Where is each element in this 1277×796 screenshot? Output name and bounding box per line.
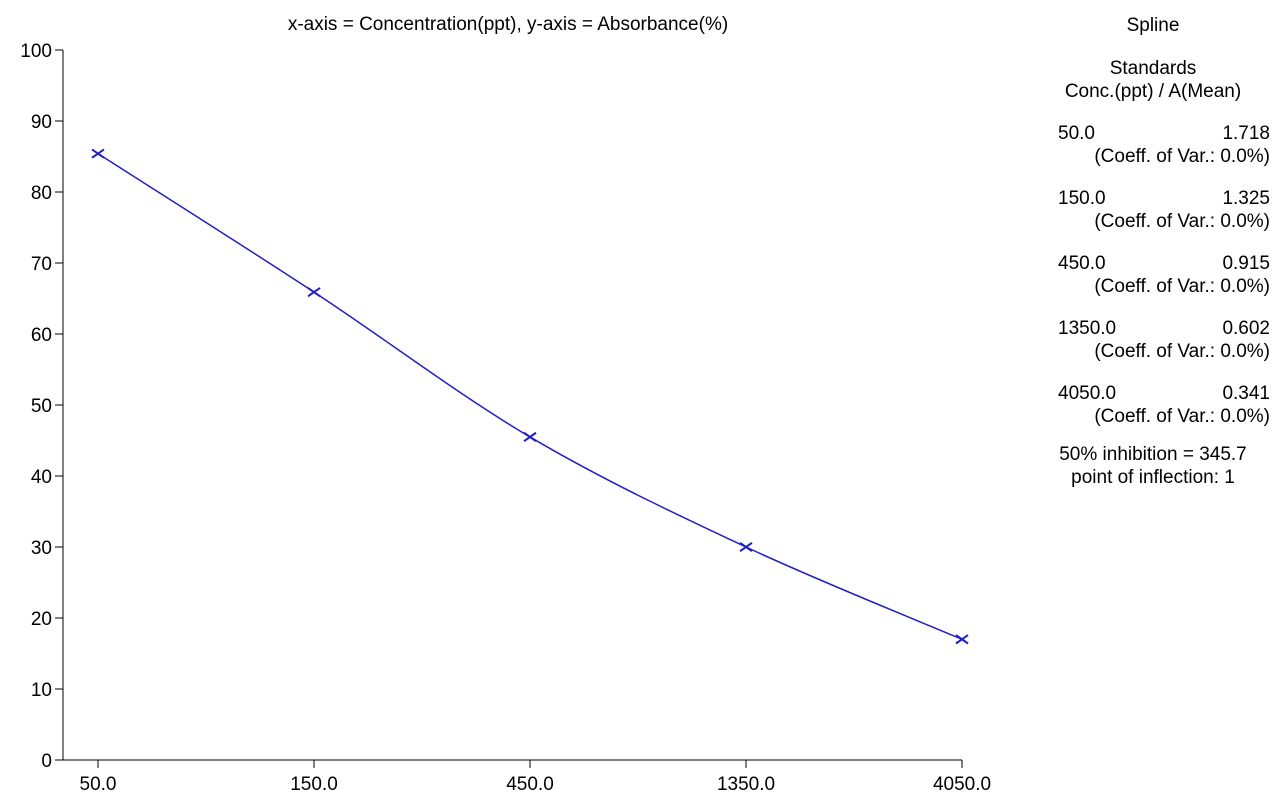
inflection-result: point of inflection: 1 <box>1071 467 1235 488</box>
y-tick-label: 30 <box>31 538 52 559</box>
chart-title: x-axis = Concentration(ppt), y-axis = Ab… <box>288 14 728 35</box>
standard-conc: 450.0 <box>1058 253 1106 274</box>
standard-mean: 0.602 <box>1222 318 1270 339</box>
x-tick-label: 150.0 <box>290 774 338 795</box>
data-point-marker <box>739 541 753 553</box>
standard-cv: (Coeff. of Var.: 0.0%) <box>1094 211 1270 232</box>
y-tick-label: 0 <box>41 751 52 772</box>
standard-entry: 150.0 1.325 (Coeff. of Var.: 0.0%) <box>1030 187 1276 233</box>
standard-mean: 0.915 <box>1222 253 1270 274</box>
method-label: Spline <box>1126 15 1180 36</box>
series-layer <box>91 148 969 645</box>
standard-entry: 4050.0 0.341 (Coeff. of Var.: 0.0%) <box>1030 382 1276 428</box>
x-axis-ticks: 50.0 150.0 450.0 1350.0 4050.0 <box>80 760 991 795</box>
standard-cv: (Coeff. of Var.: 0.0%) <box>1094 406 1270 427</box>
standard-entry: 450.0 0.915 (Coeff. of Var.: 0.0%) <box>1030 252 1276 298</box>
standard-cv: (Coeff. of Var.: 0.0%) <box>1094 276 1270 297</box>
standard-conc: 50.0 <box>1058 123 1095 144</box>
y-tick-label: 20 <box>31 609 52 630</box>
standard-conc: 4050.0 <box>1058 383 1117 404</box>
y-tick-label: 70 <box>31 254 52 275</box>
data-point-marker <box>307 287 321 298</box>
standard-entry: 50.0 1.718 (Coeff. of Var.: 0.0%) <box>1030 122 1276 168</box>
standards-heading: Standards <box>1109 58 1197 79</box>
spline-curve <box>97 153 963 640</box>
x-tick-label: 50.0 <box>80 774 117 795</box>
calibration-chart: x-axis = Concentration(ppt), y-axis = Ab… <box>20 14 991 795</box>
x-tick-label: 450.0 <box>506 774 554 795</box>
y-tick-label: 90 <box>31 112 52 133</box>
standard-mean: 0.341 <box>1222 383 1270 404</box>
y-tick-label: 10 <box>31 680 52 701</box>
data-point-marker <box>955 634 969 645</box>
standards-list: 50.0 1.718 (Coeff. of Var.: 0.0%) 150.0 … <box>1030 122 1276 428</box>
y-tick-label: 40 <box>31 467 52 488</box>
y-axis-ticks: 0 10 20 30 40 50 60 70 80 90 100 <box>20 41 63 772</box>
y-tick-label: 50 <box>31 396 52 417</box>
y-tick-label: 80 <box>31 183 52 204</box>
inhibition-result: 50% inhibition = 345.7 <box>1059 444 1247 465</box>
standard-cv: (Coeff. of Var.: 0.0%) <box>1094 146 1270 167</box>
x-tick-label: 4050.0 <box>933 774 991 795</box>
standard-cv: (Coeff. of Var.: 0.0%) <box>1094 341 1270 362</box>
standard-mean: 1.718 <box>1222 123 1270 144</box>
standard-entry: 1350.0 0.602 (Coeff. of Var.: 0.0%) <box>1030 317 1276 363</box>
standard-conc: 1350.0 <box>1058 318 1117 339</box>
standard-conc: 150.0 <box>1058 188 1106 209</box>
standards-panel: Spline Standards Conc.(ppt) / A(Mean) 50… <box>1030 14 1276 489</box>
y-tick-label: 100 <box>20 41 52 62</box>
data-point-marker <box>523 431 537 442</box>
standards-subheading: Conc.(ppt) / A(Mean) <box>1064 81 1242 102</box>
standard-mean: 1.325 <box>1222 188 1270 209</box>
y-tick-label: 60 <box>31 325 52 346</box>
data-point-marker <box>91 148 105 159</box>
x-tick-label: 1350.0 <box>717 774 775 795</box>
